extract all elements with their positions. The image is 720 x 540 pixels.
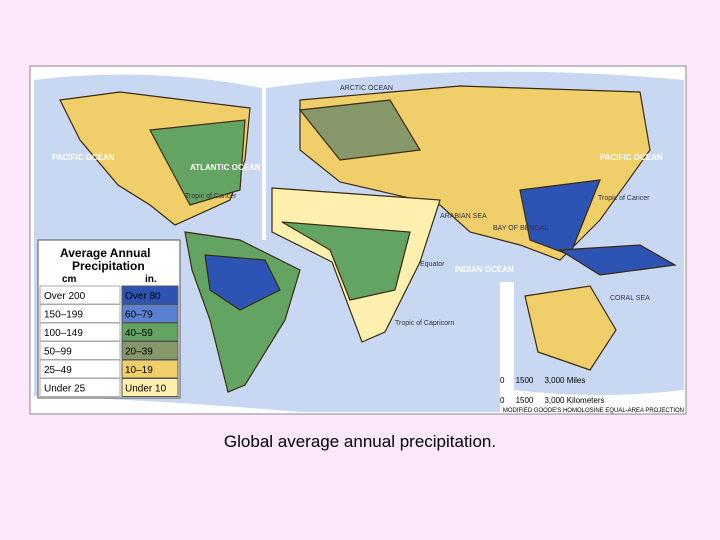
- map-label: ARCTIC OCEAN: [340, 85, 393, 92]
- legend-cm: 50–99: [44, 347, 72, 358]
- north-america-wet: [149, 119, 246, 206]
- indonesia: [558, 244, 677, 276]
- legend-title: Average Annual Precipitation: [60, 246, 150, 273]
- projection: MODIFIED GOODE'S HOMOLOSINE EQUAL-AREA P…: [503, 408, 684, 414]
- map-label: Tropic of Cancer: [598, 195, 650, 202]
- map-label: PACIFIC OCEAN: [600, 153, 663, 162]
- legend-unit: cm: [62, 274, 77, 285]
- legend-in: 60–79: [125, 310, 153, 321]
- legend-in: 40–59: [125, 328, 153, 339]
- legend: Average Annual Precipitation cm in. Over …: [37, 239, 181, 399]
- legend-unit: in.: [145, 274, 157, 285]
- legend-swatch: [121, 378, 179, 397]
- scale: 0 1500 3,000 Miles: [500, 376, 585, 385]
- legend-cm: Over 200: [44, 291, 86, 302]
- amazon: [204, 254, 281, 311]
- continents: [59, 85, 677, 393]
- legend-cm: 150–199: [44, 310, 83, 321]
- legend-cm: 100–149: [44, 328, 83, 339]
- map-label: ARABIAN SEA: [440, 213, 487, 220]
- africa-wet: [281, 221, 411, 301]
- caption: Global average annual precipitation.: [224, 432, 496, 451]
- scale: 0 1500 3,000 Kilometers: [500, 396, 605, 405]
- map-label: PACIFIC OCEAN: [52, 153, 115, 162]
- map-label: CORAL SEA: [610, 295, 650, 302]
- legend-cm: 25–49: [44, 365, 72, 376]
- legend-in: 10–19: [125, 365, 153, 376]
- legend-in: Under 10: [125, 384, 167, 395]
- legend-in: Over 80: [125, 291, 161, 302]
- map-label: INDIAN OCEAN: [455, 265, 514, 274]
- map-label: ATLANTIC OCEAN: [190, 163, 261, 172]
- map-label: Tropic of Cancer: [185, 193, 237, 200]
- map-label: Tropic of Capricorn: [395, 320, 454, 327]
- europe: [298, 99, 421, 161]
- legend-cm: Under 25: [44, 384, 86, 395]
- legend-in: 20–39: [125, 347, 153, 358]
- australia: [524, 285, 617, 371]
- legend-cell: [39, 378, 121, 397]
- map-label: BAY OF BENGAL: [493, 225, 548, 232]
- map-label: Equator: [420, 261, 445, 268]
